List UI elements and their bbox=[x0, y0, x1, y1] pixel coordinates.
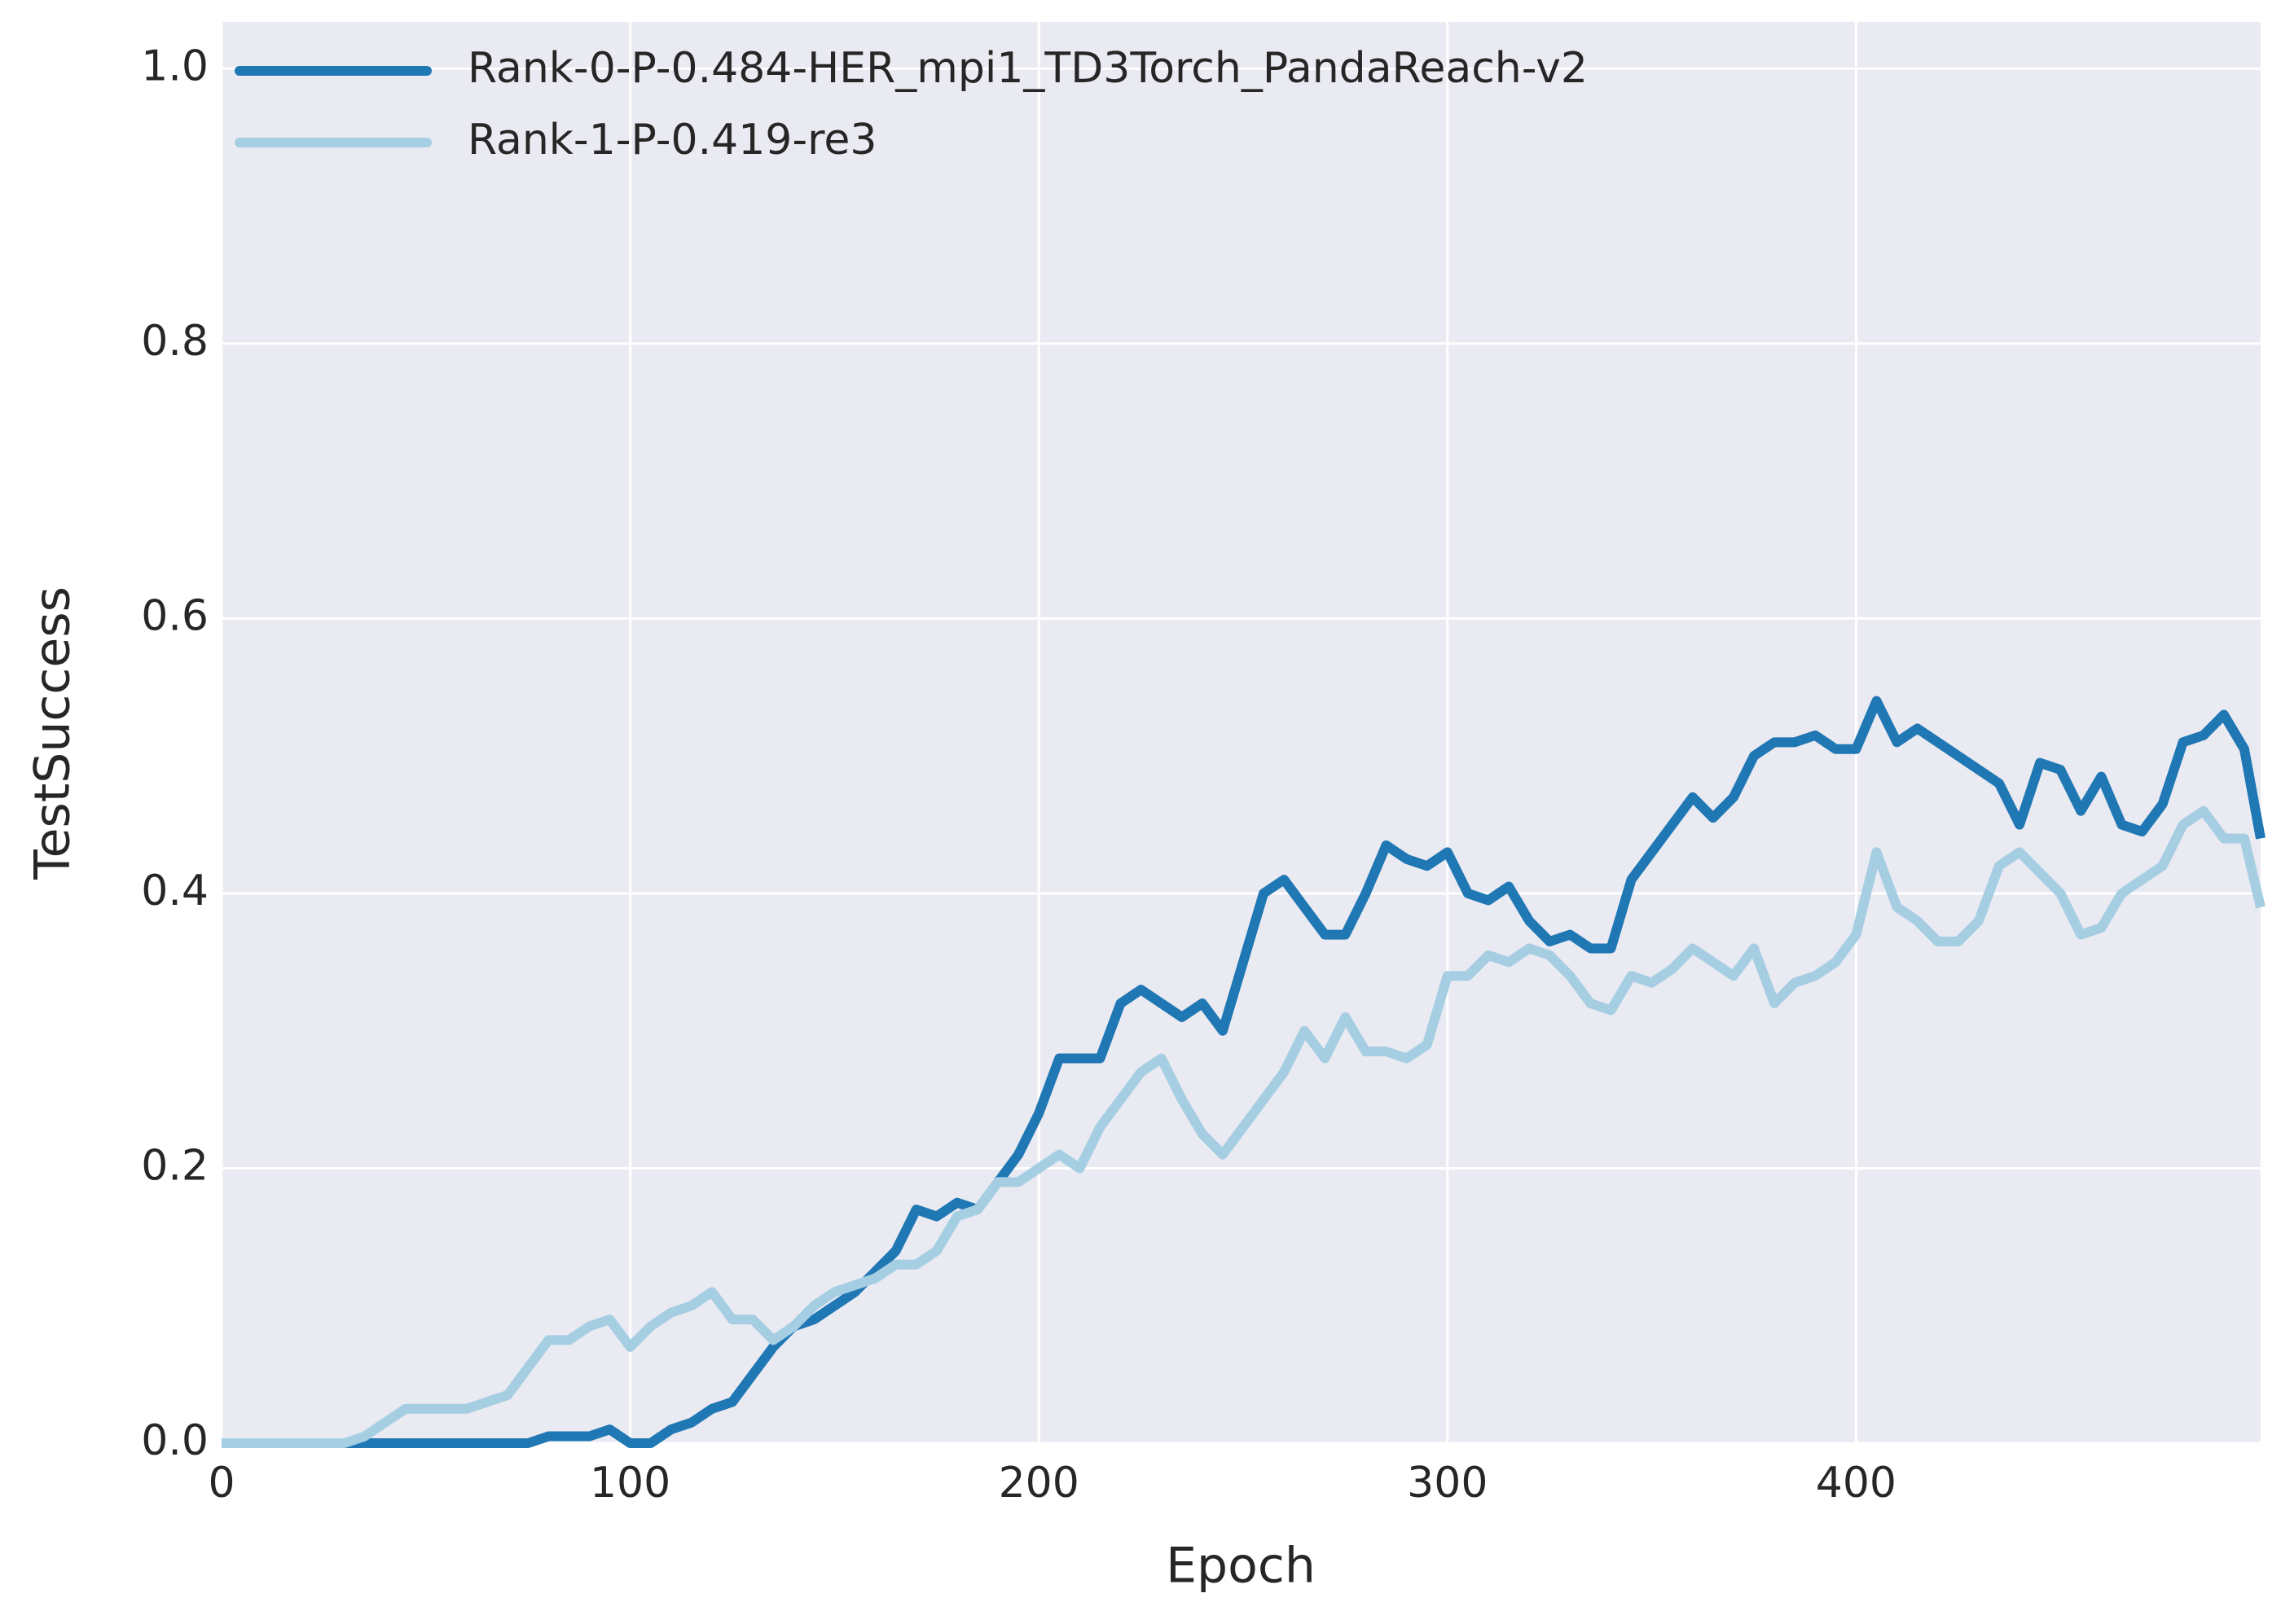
plot-area bbox=[222, 22, 2261, 1443]
y-tick-label: 0.4 bbox=[141, 867, 209, 915]
y-tick-label: 0.8 bbox=[141, 317, 209, 366]
legend-label: Rank-1-P-0.419-re3 bbox=[468, 116, 877, 165]
y-tick-label: 1.0 bbox=[141, 42, 209, 90]
y-tick-label: 0.0 bbox=[141, 1416, 209, 1465]
y-axis-label: TestSuccess bbox=[24, 586, 81, 880]
x-tick-label: 300 bbox=[1407, 1459, 1488, 1508]
y-tick-label: 0.6 bbox=[141, 591, 209, 640]
x-axis-label: Epoch bbox=[1166, 1538, 1316, 1595]
data-line bbox=[222, 805, 2266, 1448]
x-tick-label: 100 bbox=[590, 1459, 670, 1508]
legend-label: Rank-0-P-0.484-HER_mpi1_TD3Torch_PandaRe… bbox=[468, 44, 1588, 93]
y-tick-label: 0.2 bbox=[141, 1141, 209, 1190]
x-tick-label: 200 bbox=[999, 1459, 1079, 1508]
x-tick-label: 400 bbox=[1816, 1459, 1896, 1508]
data-line bbox=[222, 696, 2266, 1448]
x-tick-label: 0 bbox=[208, 1459, 235, 1508]
